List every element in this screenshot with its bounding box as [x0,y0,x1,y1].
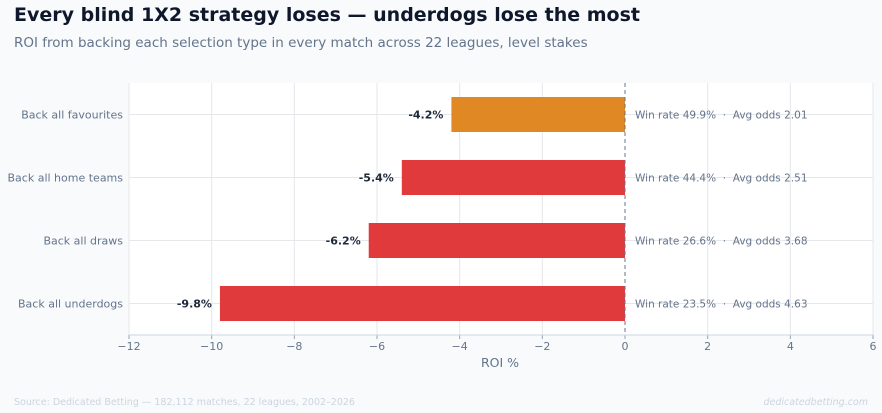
x-tick-label: −6 [369,340,385,353]
bar-annotation: Win rate 44.4% · Avg odds 2.51 [635,173,808,185]
category-label: Back all draws [43,235,123,248]
x-tick-label: 2 [704,340,711,353]
category-label: Back all underdogs [18,298,123,311]
category-label: Back all favourites [21,109,123,122]
bar-value-label: -4.2% [408,109,443,122]
x-tick-label: −8 [286,340,302,353]
labels: −12 −10 −8 −6 −4 −2 0 2 4 6 -4.2% Back all favourit… [8,109,877,354]
bar [368,223,625,258]
x-tick-label: −12 [117,340,140,353]
x-tick-label: 6 [870,340,877,353]
bar-value-label: -6.2% [326,235,361,248]
bar-annotation: Win rate 26.6% · Avg odds 3.68 [635,236,808,248]
category-label: Back all home teams [8,172,124,185]
bar [451,97,625,132]
x-tick-label: −4 [452,340,468,353]
x-tick-label: 4 [787,340,794,353]
bars [219,97,625,321]
bar [219,286,625,321]
bar-annotation: Win rate 23.5% · Avg odds 4.63 [635,299,808,311]
bar [401,160,625,195]
bar-annotation: Win rate 49.9% · Avg odds 2.01 [635,110,808,122]
brand-watermark: dedicatedbetting.com [763,397,868,408]
bar-value-label: -9.8% [177,298,212,311]
x-axis-label: ROI % [481,355,519,370]
chart-title: Every blind 1X2 strategy loses — underdo… [14,4,640,26]
bar-value-label: -5.4% [359,172,394,185]
chart-subtitle: ROI from backing each selection type in … [14,35,588,51]
source-note: Source: Dedicated Betting — 182,112 matc… [14,397,355,408]
x-tick-label: −10 [200,340,223,353]
x-tick-label: 0 [622,340,629,353]
x-tick-label: −2 [534,340,550,353]
